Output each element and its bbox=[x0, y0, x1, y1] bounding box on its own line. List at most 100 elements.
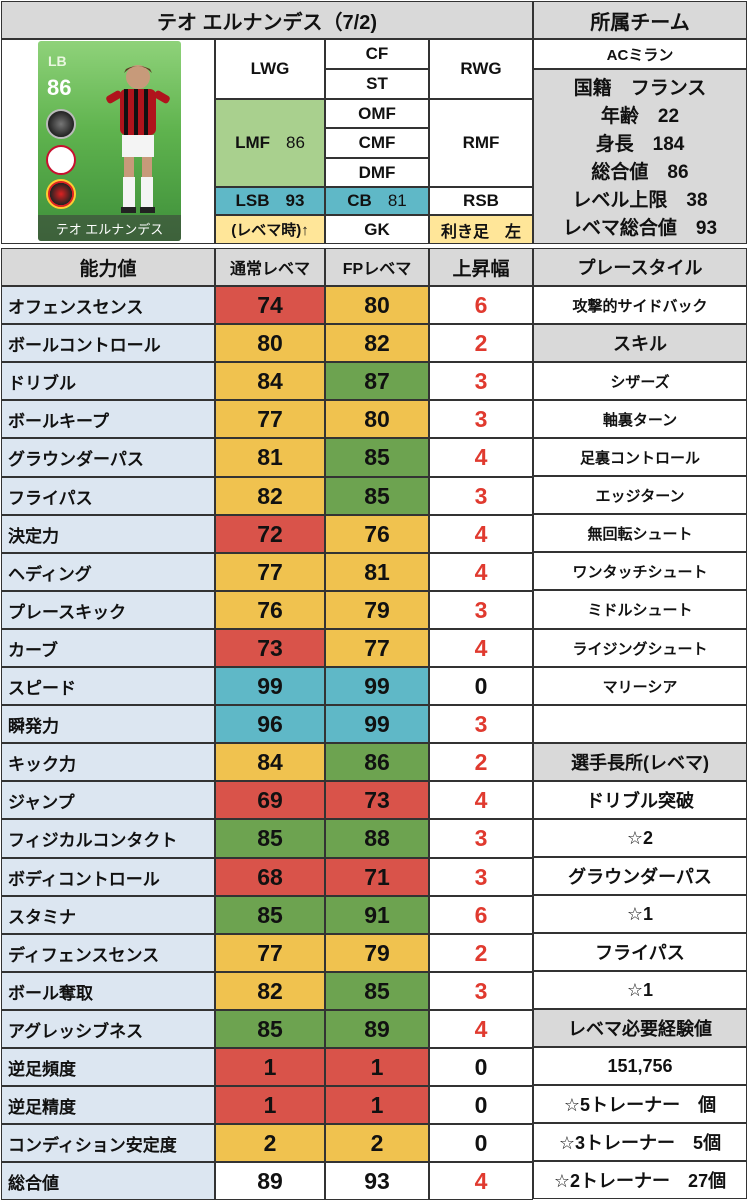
preferred-foot: 利き足 左 bbox=[429, 215, 533, 244]
side-item: ☆2トレーナー 27個 bbox=[533, 1161, 747, 1199]
overall-rating: 総合値 86 bbox=[591, 162, 689, 184]
club-crest-icon bbox=[46, 179, 76, 209]
stat-increase-value: 0 bbox=[429, 1048, 533, 1086]
side-item: シザーズ bbox=[533, 362, 747, 400]
stat-label: カーブ bbox=[1, 629, 215, 667]
stat-label: ボールコントロール bbox=[1, 324, 215, 362]
stat-label: アグレッシブネス bbox=[1, 1010, 215, 1048]
stat-increase-value: 3 bbox=[429, 477, 533, 515]
stat-fp-value: 91 bbox=[325, 896, 429, 934]
height: 身長 184 bbox=[595, 133, 685, 155]
stat-fp-value: 73 bbox=[325, 781, 429, 819]
stat-fp-value: 99 bbox=[325, 667, 429, 705]
side-item: ☆2 bbox=[533, 819, 747, 857]
stat-label: 総合値 bbox=[1, 1162, 215, 1200]
stat-fp-value: 81 bbox=[325, 553, 429, 591]
stat-label: 逆足頻度 bbox=[1, 1048, 215, 1086]
stat-fp-value: 76 bbox=[325, 515, 429, 553]
playstyle-badge-icon bbox=[46, 109, 76, 139]
header-fp: FPレベマ bbox=[325, 248, 429, 286]
player-photo-icon bbox=[106, 65, 170, 213]
header-normal: 通常レベマ bbox=[215, 248, 325, 286]
side-item: ☆5トレーナー 個 bbox=[533, 1085, 747, 1123]
levema-note: (レベマ時)↑ bbox=[215, 215, 325, 244]
stat-increase-value: 4 bbox=[429, 1162, 533, 1200]
pos-lsb: LSB 93 bbox=[215, 187, 325, 215]
stat-normal-value: 2 bbox=[215, 1124, 325, 1162]
stat-label: フィジカルコンタクト bbox=[1, 819, 215, 858]
stat-increase-value: 0 bbox=[429, 1124, 533, 1162]
stat-increase-value: 3 bbox=[429, 858, 533, 896]
nation-flag-icon bbox=[46, 145, 76, 175]
team-name: ACミラン bbox=[533, 39, 747, 69]
stat-label: ボール奪取 bbox=[1, 972, 215, 1010]
stat-increase-value: 4 bbox=[429, 629, 533, 667]
stat-fp-value: 85 bbox=[325, 438, 429, 477]
stat-label: プレースキック bbox=[1, 591, 215, 629]
stat-normal-value: 77 bbox=[215, 400, 325, 438]
player-info: 国籍 フランス 年齢 22 身長 184 総合値 86 レベル上限 38 レベマ… bbox=[533, 69, 747, 244]
stat-normal-value: 82 bbox=[215, 477, 325, 515]
player-card[interactable]: LB 86 テオ エルナンデス bbox=[38, 41, 181, 241]
stat-increase-value: 3 bbox=[429, 362, 533, 400]
stat-normal-value: 68 bbox=[215, 858, 325, 896]
stat-increase-value: 0 bbox=[429, 667, 533, 705]
stat-normal-value: 74 bbox=[215, 286, 325, 324]
stat-label: 逆足精度 bbox=[1, 1086, 215, 1124]
side-item: 軸裏ターン bbox=[533, 400, 747, 438]
side-item: ☆3トレーナー 5個 bbox=[533, 1123, 747, 1161]
stat-label: フライパス bbox=[1, 477, 215, 515]
age: 年齢 22 bbox=[600, 105, 680, 127]
pos-cf: CF bbox=[325, 39, 429, 69]
pos-rsb: RSB bbox=[429, 187, 533, 215]
stat-normal-value: 85 bbox=[215, 819, 325, 858]
stat-increase-value: 4 bbox=[429, 1010, 533, 1048]
stat-label: キック力 bbox=[1, 743, 215, 781]
stat-increase-value: 3 bbox=[429, 400, 533, 438]
pos-lsb-label: LSB bbox=[235, 191, 270, 210]
stat-label: スタミナ bbox=[1, 896, 215, 934]
card-rating: 86 bbox=[47, 75, 72, 100]
side-item: エッジターン bbox=[533, 476, 747, 514]
stat-increase-value: 6 bbox=[429, 286, 533, 324]
stat-increase-value: 3 bbox=[429, 972, 533, 1010]
pos-omf: OMF bbox=[325, 99, 429, 128]
pos-lmf: LMF 86 bbox=[215, 99, 325, 187]
stat-fp-value: 93 bbox=[325, 1162, 429, 1200]
header-ability: 能力値 bbox=[1, 248, 215, 286]
stat-normal-value: 85 bbox=[215, 1010, 325, 1048]
nationality: 国籍 フランス bbox=[573, 77, 707, 99]
stat-label: スピード bbox=[1, 667, 215, 705]
stat-increase-value: 4 bbox=[429, 781, 533, 819]
stat-fp-value: 79 bbox=[325, 591, 429, 629]
stat-normal-value: 96 bbox=[215, 705, 325, 743]
stat-increase-value: 4 bbox=[429, 553, 533, 591]
side-section-header: 選手長所(レベマ) bbox=[533, 743, 747, 781]
stat-normal-value: 76 bbox=[215, 591, 325, 629]
stat-label: オフェンスセンス bbox=[1, 286, 215, 324]
header-increase: 上昇幅 bbox=[429, 248, 533, 286]
stat-normal-value: 73 bbox=[215, 629, 325, 667]
stat-normal-value: 82 bbox=[215, 972, 325, 1010]
stat-fp-value: 85 bbox=[325, 477, 429, 515]
pos-rwg: RWG bbox=[429, 39, 533, 99]
stat-normal-value: 1 bbox=[215, 1086, 325, 1124]
pos-lsb-value: 93 bbox=[285, 191, 305, 210]
stat-fp-value: 99 bbox=[325, 705, 429, 743]
side-item: フライパス bbox=[533, 933, 747, 971]
pos-lmf-value: 86 bbox=[286, 133, 305, 152]
pos-gk: GK bbox=[325, 215, 429, 244]
side-item: ワンタッチシュート bbox=[533, 552, 747, 590]
stat-fp-value: 80 bbox=[325, 286, 429, 324]
stat-fp-value: 1 bbox=[325, 1086, 429, 1124]
pos-st: ST bbox=[325, 69, 429, 99]
stat-increase-value: 2 bbox=[429, 934, 533, 972]
card-player-name: テオ エルナンデス bbox=[38, 215, 181, 241]
player-title: テオ エルナンデス（7/2) bbox=[1, 1, 533, 39]
side-item: 足裏コントロール bbox=[533, 438, 747, 476]
side-item bbox=[533, 705, 747, 743]
side-section-header: スキル bbox=[533, 324, 747, 362]
stat-normal-value: 72 bbox=[215, 515, 325, 553]
stat-label: ヘディング bbox=[1, 553, 215, 591]
